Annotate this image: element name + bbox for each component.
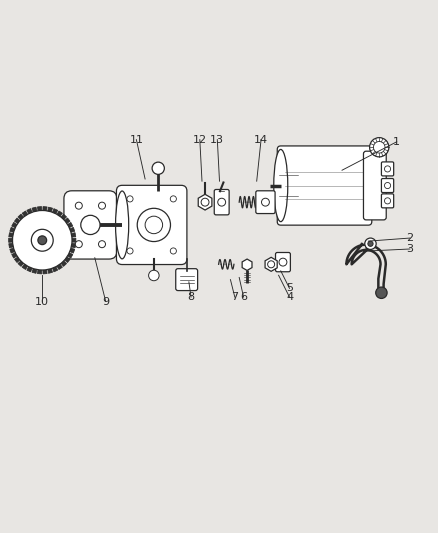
Circle shape — [75, 202, 82, 209]
Ellipse shape — [273, 149, 287, 222]
Ellipse shape — [115, 191, 128, 259]
Polygon shape — [27, 208, 32, 215]
Polygon shape — [14, 218, 21, 224]
Circle shape — [170, 248, 176, 254]
Polygon shape — [14, 256, 21, 263]
Text: 5: 5 — [286, 284, 292, 293]
Text: 12: 12 — [192, 135, 206, 144]
Polygon shape — [70, 232, 76, 237]
Circle shape — [148, 270, 159, 281]
Polygon shape — [64, 218, 70, 224]
Polygon shape — [71, 238, 76, 243]
Circle shape — [98, 241, 105, 248]
Circle shape — [217, 198, 225, 206]
Circle shape — [31, 229, 53, 251]
Circle shape — [375, 287, 386, 298]
Polygon shape — [10, 248, 16, 253]
Circle shape — [127, 196, 133, 202]
Polygon shape — [9, 232, 14, 237]
Polygon shape — [52, 208, 57, 215]
FancyBboxPatch shape — [255, 191, 275, 214]
Polygon shape — [43, 207, 47, 212]
Polygon shape — [68, 248, 74, 253]
Text: 1: 1 — [392, 137, 399, 147]
Circle shape — [384, 166, 390, 172]
Circle shape — [38, 236, 46, 245]
Polygon shape — [60, 260, 67, 266]
Polygon shape — [12, 252, 18, 258]
Circle shape — [384, 198, 390, 204]
Polygon shape — [198, 195, 212, 210]
Circle shape — [12, 211, 72, 270]
Polygon shape — [47, 268, 53, 273]
Polygon shape — [66, 222, 73, 228]
Text: 6: 6 — [240, 292, 247, 302]
FancyBboxPatch shape — [275, 253, 290, 272]
Text: 11: 11 — [129, 135, 143, 144]
Polygon shape — [37, 207, 42, 212]
Polygon shape — [66, 252, 73, 258]
Polygon shape — [9, 243, 14, 248]
FancyBboxPatch shape — [363, 151, 385, 220]
FancyBboxPatch shape — [214, 189, 229, 215]
FancyBboxPatch shape — [64, 191, 117, 259]
Polygon shape — [43, 269, 47, 274]
Text: 8: 8 — [187, 292, 194, 302]
Circle shape — [369, 138, 388, 157]
FancyBboxPatch shape — [116, 185, 187, 264]
Circle shape — [127, 248, 133, 254]
Polygon shape — [68, 228, 74, 233]
Circle shape — [12, 211, 72, 270]
Circle shape — [98, 202, 105, 209]
Polygon shape — [265, 257, 276, 271]
Circle shape — [75, 241, 82, 248]
Circle shape — [137, 208, 170, 241]
Circle shape — [279, 258, 286, 266]
Polygon shape — [12, 222, 18, 228]
Circle shape — [261, 198, 269, 206]
FancyBboxPatch shape — [381, 194, 393, 208]
Polygon shape — [27, 265, 32, 272]
Circle shape — [170, 196, 176, 202]
Circle shape — [364, 238, 375, 249]
Circle shape — [81, 215, 100, 235]
Polygon shape — [9, 238, 14, 243]
Circle shape — [145, 216, 162, 233]
Circle shape — [373, 141, 384, 153]
FancyBboxPatch shape — [175, 269, 197, 290]
Polygon shape — [70, 243, 76, 248]
Circle shape — [152, 162, 164, 174]
Polygon shape — [56, 263, 62, 270]
Polygon shape — [64, 256, 70, 263]
Polygon shape — [18, 214, 24, 221]
FancyBboxPatch shape — [381, 179, 393, 192]
Polygon shape — [32, 268, 37, 273]
FancyBboxPatch shape — [381, 162, 393, 176]
Text: 10: 10 — [35, 296, 49, 306]
Polygon shape — [242, 259, 251, 270]
Text: 4: 4 — [285, 292, 293, 302]
Text: 14: 14 — [254, 135, 268, 144]
Polygon shape — [37, 269, 42, 274]
Circle shape — [201, 198, 208, 206]
Text: 2: 2 — [406, 233, 413, 243]
Circle shape — [384, 182, 390, 189]
FancyBboxPatch shape — [277, 146, 371, 225]
Circle shape — [267, 261, 274, 268]
Polygon shape — [10, 228, 16, 233]
Polygon shape — [52, 265, 57, 272]
Polygon shape — [56, 211, 62, 217]
Polygon shape — [22, 263, 28, 270]
Text: 13: 13 — [210, 135, 224, 144]
Circle shape — [367, 241, 372, 246]
Polygon shape — [32, 207, 37, 213]
Text: 7: 7 — [231, 292, 238, 302]
Text: 9: 9 — [102, 296, 109, 306]
Polygon shape — [60, 214, 67, 221]
Text: 3: 3 — [406, 244, 413, 254]
Polygon shape — [18, 260, 24, 266]
Polygon shape — [47, 207, 53, 213]
Polygon shape — [22, 211, 28, 217]
